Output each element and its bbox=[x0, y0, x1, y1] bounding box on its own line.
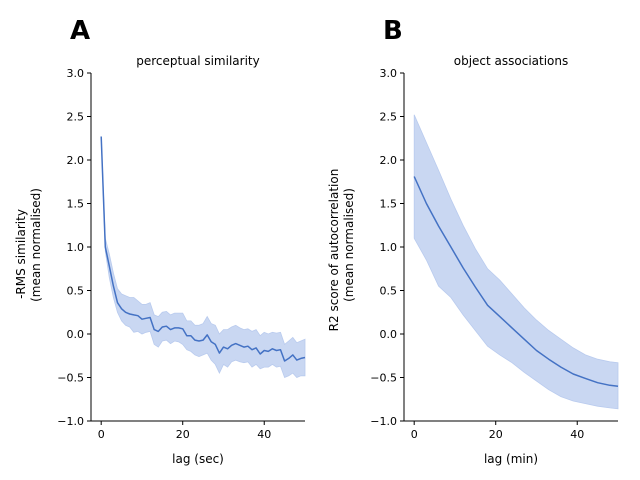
panel-a-y-tick-label: 0.0 bbox=[67, 328, 85, 341]
panel-a-y-axis-label-line1: -RMS similarity bbox=[14, 209, 28, 299]
panel-a-x-tick-label: 40 bbox=[257, 428, 271, 441]
panel-a-x-tick-label: 20 bbox=[176, 428, 190, 441]
panel-b-x-tick-label: 40 bbox=[570, 428, 584, 441]
panel-b-y-axis-label-line2: (mean normalised) bbox=[342, 188, 356, 302]
panel-b-confidence-band bbox=[413, 114, 619, 410]
panel-b-y-tick-label: −0.5 bbox=[370, 372, 397, 385]
panel-b-x-tick-label: 0 bbox=[411, 428, 418, 441]
panel-b-series-line bbox=[413, 176, 619, 387]
panel-a-y-tick-label: 1.5 bbox=[67, 198, 85, 211]
panel-b-x-axis-label: lag (min) bbox=[484, 452, 538, 466]
panel-b-y-tick-label: −1.0 bbox=[370, 415, 397, 428]
panel-b-y-tick-label: 0.5 bbox=[380, 285, 398, 298]
panel-a-y-tick-label: −0.5 bbox=[57, 372, 84, 385]
panel-a-x-tick-label: 0 bbox=[98, 428, 105, 441]
panel-a-y-tick-label: −1.0 bbox=[57, 415, 84, 428]
panel-a-y-tick-label: 2.0 bbox=[67, 154, 85, 167]
panel-a-letter: A bbox=[70, 16, 90, 46]
panel-a-plot-area: −1.0 −0.5 0.0 0.5 1.0 1.5 2.0 2.5 3.0 0 20 40 bbox=[57, 67, 306, 441]
panel-b-plot-area: −1.0 −0.5 0.0 0.5 1.0 1.5 2.0 2.5 3.0 0 20 40 bbox=[370, 67, 619, 441]
panel-b-x-tick-label: 20 bbox=[489, 428, 503, 441]
panel-b-y-tick-label: 2.5 bbox=[380, 111, 398, 124]
panel-a-confidence-band bbox=[100, 136, 306, 379]
panel-a-y-axis-label-line2: (mean normalised) bbox=[29, 188, 43, 302]
panel-a-y-tick-label: 0.5 bbox=[67, 285, 85, 298]
panel-a-y-tick-label: 1.0 bbox=[67, 241, 85, 254]
panel-b-title: object associations bbox=[454, 54, 569, 68]
panel-b-y-tick-label: 3.0 bbox=[380, 67, 398, 80]
panel-b-y-tick-label: 1.5 bbox=[380, 198, 398, 211]
panel-a-title: perceptual similarity bbox=[136, 54, 259, 68]
panel-a-y-tick-label: 3.0 bbox=[67, 67, 85, 80]
panel-b-letter: B bbox=[383, 16, 403, 46]
panel-a: A perceptual similarity −1.0 −0.5 0.0 0.5 1.… bbox=[14, 16, 306, 466]
panel-b-y-tick-label: 1.0 bbox=[380, 241, 398, 254]
panel-a-x-axis-label: lag (sec) bbox=[172, 452, 224, 466]
panel-b-y-tick-label: 2.0 bbox=[380, 154, 398, 167]
panel-b-y-tick-label: 0.0 bbox=[380, 328, 398, 341]
panel-b-y-axis-label-line1: R2 score of autocorrelation bbox=[327, 169, 341, 332]
panel-b: B object associations −1.0 −0.5 0.0 0.5 1.0 1… bbox=[327, 16, 619, 466]
panel-a-y-tick-label: 2.5 bbox=[67, 111, 85, 124]
